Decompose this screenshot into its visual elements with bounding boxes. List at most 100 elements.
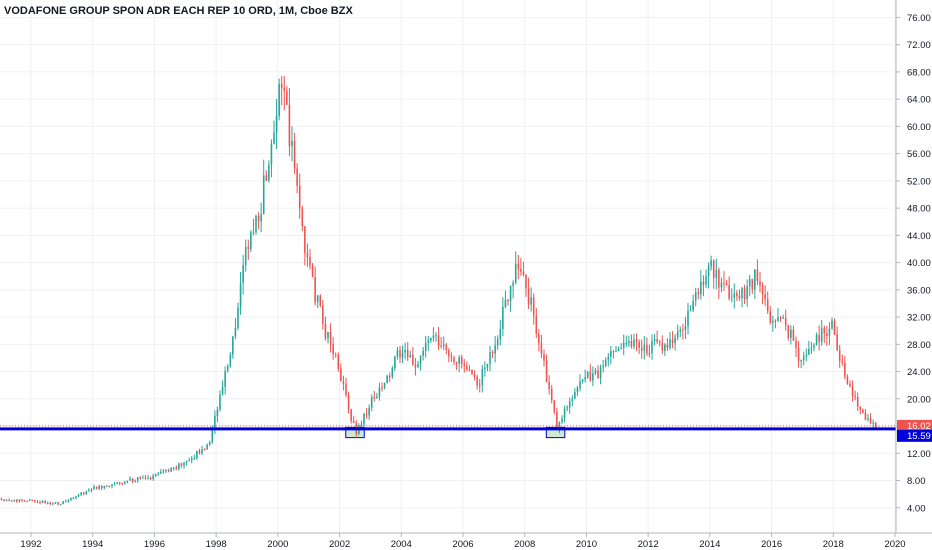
candle-body (604, 359, 607, 366)
candle-body (203, 449, 206, 451)
candle-body (262, 175, 265, 215)
candle-body (391, 367, 394, 377)
candle-body (856, 397, 859, 407)
candle-body (239, 282, 242, 308)
candle-body (121, 482, 124, 484)
candle-body (124, 481, 126, 484)
candle-body (424, 342, 427, 351)
candle-body (502, 306, 504, 330)
candle-body (178, 463, 180, 469)
candle-body (692, 300, 694, 311)
candle-body (59, 504, 62, 506)
candle-body (324, 323, 327, 339)
candle-body (44, 501, 46, 504)
candle-body (52, 503, 54, 505)
candle-body (517, 263, 520, 269)
candle-body (764, 294, 766, 300)
candle-body (229, 354, 232, 367)
x-tick-label: 2006 (452, 539, 473, 550)
candle-body (8, 500, 10, 502)
candle-body (414, 364, 417, 368)
candle-body (309, 257, 311, 266)
candle-body (427, 340, 430, 343)
candle-body (237, 307, 239, 328)
candle-body (612, 351, 615, 353)
candle-body (790, 329, 792, 338)
candle-body (103, 486, 106, 489)
candle-body (828, 328, 831, 336)
candle-body (252, 232, 255, 234)
candle-body (545, 360, 548, 383)
candle-body (733, 293, 736, 298)
candle-body (255, 215, 257, 233)
candle-body (26, 500, 28, 502)
candle-body (674, 337, 676, 343)
candle-body (869, 418, 872, 424)
x-tick-label: 1994 (82, 539, 103, 550)
candle-body (306, 252, 309, 258)
candle-body (556, 411, 558, 429)
candle-body (841, 360, 844, 363)
candle-body (406, 349, 409, 358)
candle-body (139, 477, 142, 479)
candle-body (134, 480, 136, 482)
y-tick-label: 68.00 (907, 67, 931, 78)
candle-body (561, 418, 563, 422)
candle-body (548, 382, 550, 389)
candle-body (221, 386, 224, 395)
candle-body (165, 470, 167, 472)
candle-body (201, 449, 203, 454)
candle-body (610, 351, 612, 357)
candle-body (412, 354, 414, 365)
candle-body (131, 478, 134, 482)
candle-body (728, 284, 730, 299)
candle-body (273, 132, 275, 144)
candle-body (725, 283, 728, 285)
price-badge-1 (897, 419, 932, 432)
candle-body (823, 328, 826, 334)
candle-body (787, 325, 790, 338)
candle-body (615, 351, 617, 353)
candle-body (736, 293, 738, 296)
candle-body (16, 499, 18, 502)
candle-body (759, 281, 761, 286)
candle-body (656, 339, 658, 342)
candle-body (208, 441, 211, 445)
candle-body (342, 381, 345, 384)
candle-body (152, 475, 154, 480)
y-tick-label: 48.00 (907, 204, 931, 215)
candle-body (116, 482, 118, 484)
candle-body (167, 470, 170, 472)
candle-body (658, 341, 661, 343)
candle-body (332, 344, 334, 354)
candle-body (705, 275, 707, 285)
candle-body (322, 305, 324, 324)
y-tick-label: 20.00 (907, 394, 931, 405)
y-tick-label: 8.00 (907, 476, 926, 487)
candle-body (304, 226, 306, 253)
candle-body (620, 347, 622, 349)
candle-body (298, 185, 301, 209)
candle-body (183, 462, 185, 466)
candle-body (859, 406, 862, 410)
y-tick-label: 36.00 (907, 285, 931, 296)
candle-body (46, 502, 49, 504)
candle-body (350, 409, 352, 421)
candle-body (874, 422, 877, 429)
candle-body (784, 317, 787, 326)
candle-body (54, 502, 57, 504)
candle-body (70, 497, 72, 501)
candle-body (854, 395, 856, 398)
candle-body (111, 484, 113, 486)
candle-body (422, 350, 424, 356)
candle-body (311, 265, 314, 278)
candle-body (676, 331, 679, 338)
candle-body (571, 398, 574, 402)
time-axis[interactable]: 1992 1994 1996 1998 2000 2002 2004 2006 2008 2010… (20, 533, 906, 550)
candle-body (543, 354, 545, 361)
candle-body (761, 285, 764, 295)
candle-body (149, 477, 152, 480)
candle-body (365, 413, 368, 416)
candle-body (718, 269, 720, 288)
